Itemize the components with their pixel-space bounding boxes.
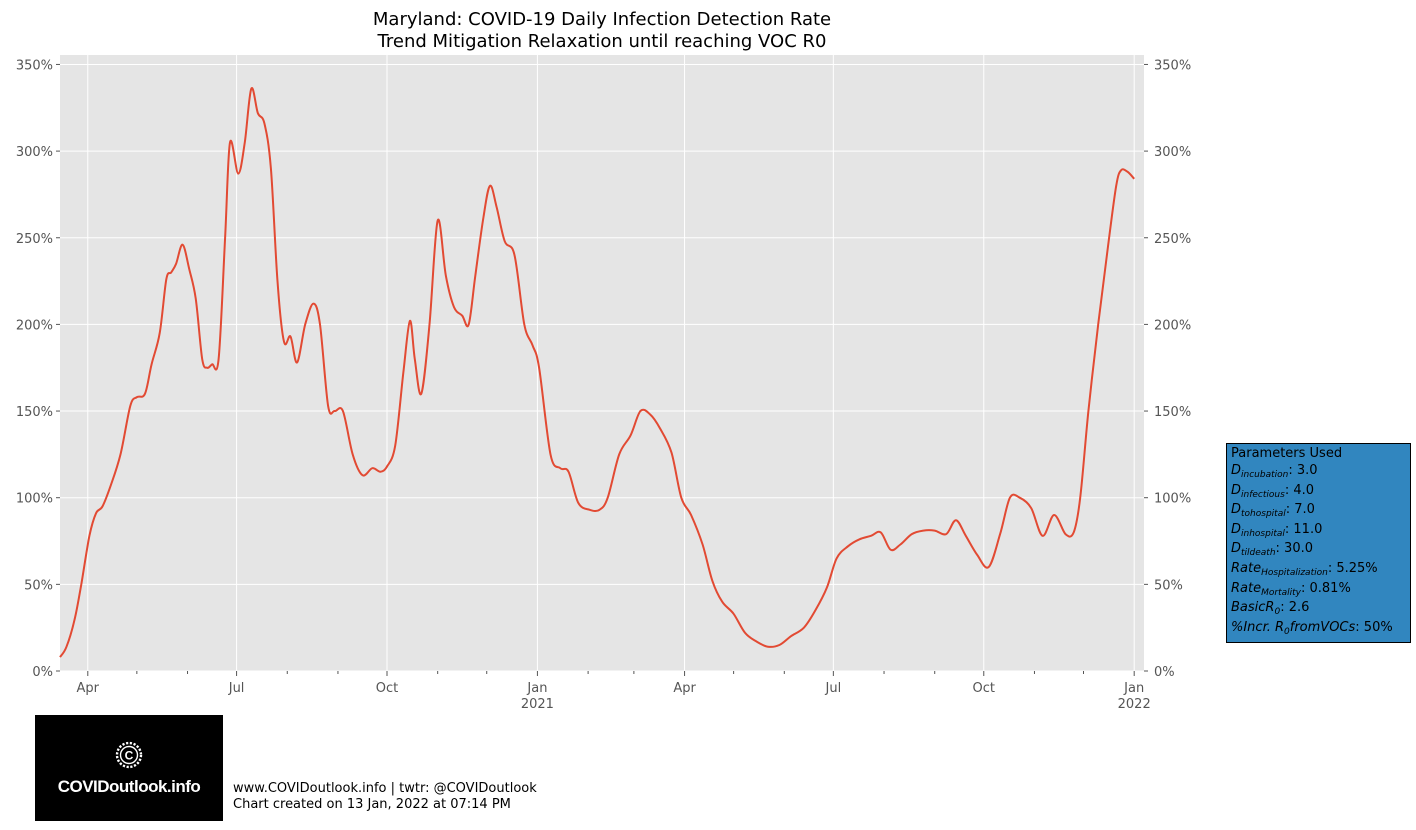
y-tick-label-right: 300% (1154, 145, 1191, 160)
chart-subtitle: Trend Mitigation Relaxation until reachi… (377, 31, 827, 52)
parameter-row: Dinhospital: 11.0 (1231, 520, 1406, 540)
parameter-value: : 4.0 (1284, 482, 1314, 498)
y-tick-label: 350% (16, 58, 53, 73)
parameter-row: %Incr. R0fromVOCs: 50% (1231, 618, 1406, 638)
parameter-name: Rate (1231, 580, 1262, 596)
parameter-name: D (1231, 482, 1242, 498)
parameter-name: BasicR (1231, 600, 1275, 616)
axes: 0% 0% 50% 50% 100% 100% 150% 150% 200% 200% 250% 25… (16, 58, 1191, 712)
virus-emblem-icon: C (115, 741, 143, 769)
parameter-row: Dinfectious: 4.0 (1231, 481, 1406, 501)
y-tick-label: 200% (16, 318, 53, 333)
series-line (59, 87, 1135, 658)
x-tick-year: 2022 (1118, 697, 1151, 712)
parameter-name: D (1231, 521, 1242, 537)
y-tick-label-right: 350% (1154, 58, 1191, 73)
parameter-value: : 11.0 (1284, 521, 1323, 537)
y-tick-label-right: 150% (1154, 405, 1191, 420)
parameter-subscript: Hospitalization (1261, 567, 1328, 578)
parameter-value: : 2.6 (1280, 600, 1310, 616)
x-tick-label: Oct (376, 681, 398, 696)
parameter-name: Rate (1231, 560, 1262, 576)
parameter-row: RateMortality: 0.81% (1231, 579, 1406, 599)
parameter-value: : 0.81% (1300, 580, 1351, 596)
parameter-row: RateHospitalization: 5.25% (1231, 559, 1406, 579)
parameters-list: Dincubation: 3.0 Dinfectious: 4.0 Dtohospi… (1231, 461, 1406, 637)
y-tick-label-right: 250% (1154, 232, 1191, 247)
logo-brand-text: COVIDoutlook.info (57, 777, 201, 796)
parameter-value: : 50% (1355, 619, 1393, 635)
parameter-subscript: tohospital (1241, 509, 1286, 520)
x-tick-year: 2021 (521, 697, 554, 712)
parameter-subscript: 0 (1284, 626, 1290, 637)
x-tick-label: Jul (228, 681, 245, 696)
y-tick-label: 150% (16, 405, 53, 420)
parameters-box: Parameters Used Dincubation: 3.0 Dinfecti… (1226, 443, 1411, 643)
x-tick-label: Apr (77, 681, 100, 696)
parameter-name: %Incr. R (1231, 619, 1285, 635)
parameter-value: : 3.0 (1288, 463, 1318, 478)
footer: www.COVIDoutlook.info | twtr: @COVIDoutl… (233, 781, 537, 813)
parameter-subscript: infectious (1241, 489, 1285, 500)
parameter-name-suffix: fromVOCs (1289, 619, 1356, 635)
y-tick-label-right: 50% (1154, 578, 1183, 593)
y-tick-label-right: 0% (1154, 665, 1175, 680)
parameter-name: D (1231, 463, 1242, 478)
footer-links: www.COVIDoutlook.info | twtr: @COVIDoutl… (233, 781, 537, 796)
parameter-row: Dtohospital: 7.0 (1231, 500, 1406, 520)
parameter-row: BasicR0: 2.6 (1231, 598, 1406, 618)
parameter-subscript: incubation (1241, 470, 1289, 480)
x-tick-label: Jan (1123, 681, 1144, 696)
parameter-subscript: inhospital (1241, 528, 1285, 539)
parameter-subscript: 0 (1274, 607, 1281, 618)
emblem-letter: C (125, 749, 134, 763)
y-tick-label: 250% (16, 232, 53, 247)
parameter-value: : 5.25% (1327, 560, 1378, 576)
footer-created: Chart created on 13 Jan, 2022 at 07:14 P… (233, 797, 511, 812)
chart-title: Maryland: COVID-19 Daily Infection Detec… (373, 9, 831, 30)
x-tick-label: Jan (526, 681, 547, 696)
y-tick-label-right: 200% (1154, 318, 1191, 333)
x-tick-label: Jul (825, 681, 842, 696)
logo: C COVIDoutlook.info (35, 715, 223, 821)
parameter-row: Dtildeath: 30.0 (1231, 539, 1406, 559)
parameter-value: : 7.0 (1285, 502, 1315, 518)
y-tick-label: 300% (16, 145, 53, 160)
y-tick-label: 50% (24, 578, 53, 593)
parameter-name: D (1231, 502, 1242, 518)
y-tick-label: 100% (16, 492, 53, 507)
parameter-value: : 30.0 (1275, 541, 1314, 557)
x-tick-label: Apr (673, 681, 696, 696)
plot-area (60, 55, 1144, 671)
y-tick-label-right: 100% (1154, 492, 1191, 507)
parameter-row: Dincubation: 3.0 (1231, 461, 1406, 481)
y-tick-label: 0% (32, 665, 53, 680)
x-tick-label: Oct (973, 681, 995, 696)
parameter-subscript: tildeath (1241, 548, 1276, 559)
parameter-name: D (1231, 541, 1242, 557)
parameters-header: Parameters Used (1231, 446, 1343, 461)
parameter-subscript: Mortality (1261, 587, 1301, 598)
